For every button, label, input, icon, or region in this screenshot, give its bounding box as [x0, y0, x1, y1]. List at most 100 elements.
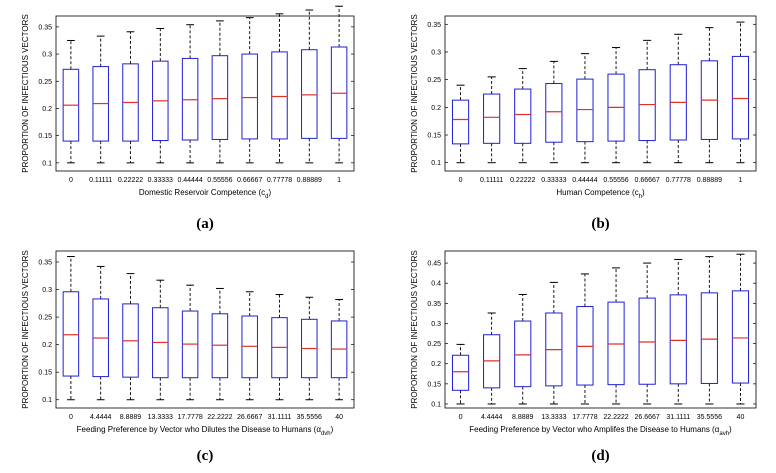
box-plot	[152, 28, 169, 164]
box-plot	[545, 281, 563, 405]
box-plot	[514, 68, 532, 164]
x-tick-label: 13.3333	[148, 414, 173, 421]
box-plot	[700, 256, 718, 405]
y-axis-label: PROPORTION OF INFECTIOUS VECTORS	[21, 14, 30, 172]
box-plot	[241, 17, 258, 164]
y-tick-label: 0.2	[42, 106, 52, 113]
y-tick-label: 0.25	[427, 77, 441, 84]
box-iqr	[731, 290, 750, 384]
box-plot	[181, 284, 199, 401]
box-plot	[152, 279, 169, 401]
x-tick-label: 4.4444	[481, 414, 503, 421]
panel-label: (b)	[591, 216, 609, 232]
chart-panel: 0.1 0.15 0.2 0.25 0.3 0.35 0 0.11111 0.22222 0.33…	[410, 14, 757, 232]
box-plot	[669, 258, 687, 405]
x-tick-label: 17.7778	[572, 414, 597, 421]
x-tick-label: 17.7778	[177, 414, 202, 421]
y-tick-label: 0.25	[38, 79, 52, 86]
box-plot	[731, 253, 750, 405]
box-plot	[62, 39, 80, 164]
box-plot	[669, 33, 687, 164]
y-tick-label: 0.35	[38, 260, 52, 267]
x-tick-label: 8.8889	[120, 414, 142, 421]
y-tick-label: 0.1	[431, 160, 441, 167]
x-tick-label: 0	[459, 177, 463, 184]
x-tick-label: 40	[737, 414, 745, 421]
x-tick-label: 1	[337, 177, 341, 184]
x-axis-label-subscript: dvh	[321, 431, 331, 437]
y-tick-label: 0.45	[427, 261, 441, 268]
x-axis-label-tail: )	[642, 188, 645, 197]
x-tick-label: 0.66667	[237, 177, 262, 184]
x-axis-label-subscript: avh	[719, 431, 729, 437]
x-tick-label: 22.2222	[603, 414, 628, 421]
chart-panel: 0.1 0.15 0.2 0.25 0.3 0.35 0 4.4444 8.8889 13.333…	[21, 250, 355, 464]
box-plot	[731, 21, 750, 164]
y-tick-label: 0.15	[427, 381, 441, 388]
x-tick-label: 13.3333	[541, 414, 566, 421]
box-plot	[330, 5, 348, 164]
box-iqr	[638, 297, 656, 385]
plot-frame	[55, 15, 355, 172]
x-axis-label-main: Feeding Preference by Vector who Amplife…	[469, 425, 719, 434]
y-tick-label: 0.35	[427, 22, 441, 29]
box-iqr	[483, 93, 501, 144]
box-plot	[638, 39, 656, 164]
x-tick-label: 0.55556	[207, 177, 232, 184]
y-tick-label: 0.3	[431, 321, 441, 328]
box-plot	[545, 60, 563, 164]
box-plot	[483, 312, 501, 405]
x-tick-label: 31.1111	[268, 414, 292, 421]
x-tick-label: 0.44444	[572, 177, 597, 184]
y-tick-label: 0.35	[38, 24, 52, 31]
x-axis-label: Feeding Preference by Vector who Amplife…	[469, 425, 732, 437]
box-iqr	[731, 55, 750, 140]
box-iqr	[451, 354, 470, 391]
box-plot	[211, 287, 229, 401]
x-tick-label: 0.88889	[297, 177, 322, 184]
x-tick-label: 0.77778	[267, 177, 292, 184]
x-tick-label: 40	[335, 414, 343, 421]
box-iqr	[607, 301, 625, 386]
box-plot	[181, 24, 199, 164]
x-tick-label: 0.44444	[177, 177, 202, 184]
x-axis-label-subscript: h	[639, 194, 642, 200]
x-tick-label: 26.6667	[237, 414, 262, 421]
x-axis-label-tail: )	[331, 425, 334, 434]
box-iqr	[576, 78, 594, 143]
box-iqr	[669, 294, 687, 385]
y-axis-label: PROPORTION OF INFECTIOUS VECTORS	[410, 14, 419, 172]
x-axis-label-main: Feeding Preference by Vector who Dilutes…	[77, 425, 322, 434]
y-tick-label: 0.3	[42, 52, 52, 59]
x-tick-label: 1	[738, 177, 742, 184]
x-axis-label: Human Competence (ch)	[556, 188, 645, 200]
box-iqr	[514, 88, 532, 144]
plot-frame	[55, 250, 355, 409]
box-plot	[576, 273, 594, 405]
x-tick-label: 26.6667	[634, 414, 659, 421]
y-tick-label: 0.25	[38, 315, 52, 322]
box-plot	[301, 9, 318, 164]
box-iqr	[576, 306, 594, 386]
box-plot	[514, 293, 532, 405]
y-tick-label: 0.1	[431, 401, 441, 408]
x-tick-label: 0.33333	[541, 177, 566, 184]
box-iqr	[700, 292, 718, 384]
x-axis-label-tail: )	[729, 425, 732, 434]
x-axis-label-subscript: d	[265, 194, 268, 200]
y-axis-label: PROPORTION OF INFECTIOUS VECTORS	[21, 250, 30, 408]
x-tick-label: 0.11111	[480, 177, 503, 184]
box-plot	[607, 267, 625, 405]
box-plot	[271, 13, 288, 164]
x-tick-label: 0	[69, 177, 73, 184]
x-axis-label: Domestic Reservoir Competence (cd)	[139, 188, 272, 200]
box-iqr	[514, 320, 532, 388]
x-tick-label: 0.22222	[118, 177, 143, 184]
box-iqr	[211, 55, 229, 140]
y-tick-label: 0.15	[427, 133, 441, 140]
box-plot	[211, 20, 229, 164]
y-tick-label: 0.1	[42, 160, 52, 167]
x-tick-label: 0.33333	[148, 177, 173, 184]
y-tick-label: 0.2	[431, 361, 441, 368]
